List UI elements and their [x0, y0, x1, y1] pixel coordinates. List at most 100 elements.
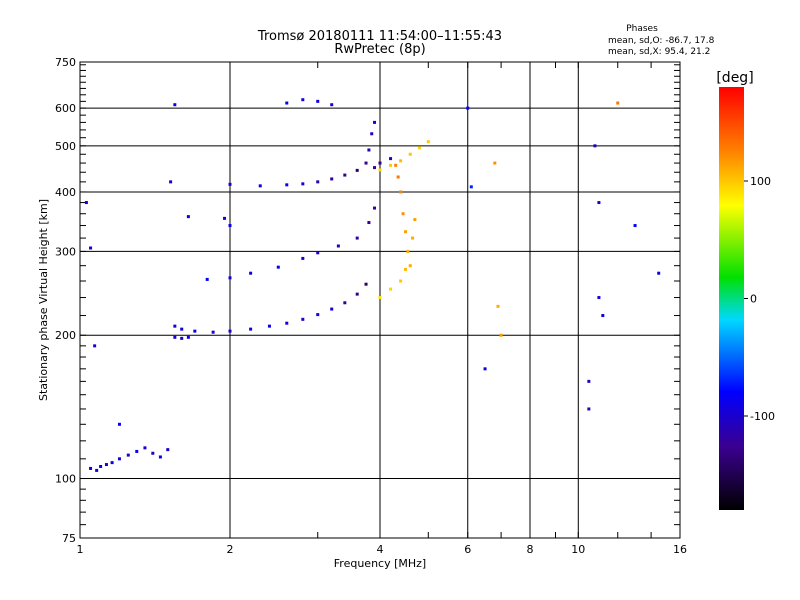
chart-title: Tromsø 20180111 11:54:00–11:55:43 — [257, 29, 502, 44]
data-point — [285, 183, 289, 187]
data-point — [466, 106, 470, 110]
data-point — [343, 173, 347, 177]
data-point — [593, 144, 597, 148]
data-point — [403, 267, 407, 271]
data-point — [399, 190, 403, 194]
x-tick-label: 8 — [527, 543, 534, 556]
data-point — [601, 314, 605, 318]
data-point — [169, 180, 173, 184]
data-point — [413, 218, 417, 222]
data-point — [267, 324, 271, 328]
data-point — [633, 224, 637, 228]
y-tick-label: 100 — [55, 473, 76, 486]
y-axis-label: Stationary phase Virtual Height [km] — [37, 199, 50, 401]
data-point — [389, 163, 393, 167]
data-point — [316, 251, 320, 255]
data-point — [135, 449, 139, 453]
data-point — [158, 455, 162, 459]
data-point — [355, 168, 359, 172]
data-point — [364, 282, 368, 286]
x-tick-labels: 1 2 4 6 8 10 16 — [77, 543, 688, 556]
data-point — [469, 185, 473, 189]
data-point — [364, 161, 368, 165]
x-tick-label: 4 — [377, 543, 384, 556]
data-point — [285, 321, 289, 325]
data-point — [394, 163, 398, 167]
x-tick-label: 1 — [77, 543, 84, 556]
x-tick-label: 6 — [464, 543, 471, 556]
data-point — [373, 120, 377, 124]
data-point — [587, 379, 591, 383]
data-point — [173, 335, 177, 339]
data-point — [496, 304, 500, 308]
data-point — [301, 317, 305, 321]
data-point — [411, 236, 415, 240]
data-point — [403, 230, 407, 234]
data-point — [426, 140, 430, 144]
x-tick-label: 10 — [571, 543, 585, 556]
data-point — [355, 292, 359, 296]
data-point — [249, 271, 253, 275]
data-point — [301, 182, 305, 186]
data-point — [355, 236, 359, 240]
data-point — [228, 224, 232, 228]
data-point — [126, 453, 130, 457]
data-point — [180, 336, 184, 340]
data-point — [84, 201, 88, 205]
data-point — [223, 216, 227, 220]
y-tick-label: 200 — [55, 329, 76, 342]
data-point — [597, 201, 601, 205]
stats-title: Phases — [626, 24, 658, 34]
data-point — [93, 344, 97, 348]
data-point — [367, 148, 371, 152]
data-point — [336, 244, 340, 248]
data-point — [597, 296, 601, 300]
data-point — [399, 279, 403, 283]
data-points — [84, 98, 661, 472]
data-point — [417, 146, 421, 150]
data-point — [373, 206, 377, 210]
data-point — [378, 168, 382, 172]
data-point — [378, 296, 382, 300]
colorbar-tick-label: 100 — [750, 175, 771, 188]
data-point — [330, 103, 334, 107]
y-tick-label: 75 — [62, 532, 76, 545]
y-tick-label: 300 — [55, 245, 76, 258]
data-point — [408, 152, 412, 156]
data-point — [483, 367, 487, 371]
data-point — [205, 277, 209, 281]
colorbar — [719, 87, 744, 510]
colorbar-tick-label: 0 — [750, 293, 757, 306]
grid-lines — [80, 62, 680, 538]
data-point — [316, 99, 320, 103]
data-point — [180, 327, 184, 331]
data-point — [99, 464, 103, 468]
y-tick-label: 600 — [55, 102, 76, 115]
data-point — [316, 313, 320, 317]
data-point — [330, 177, 334, 181]
data-point — [316, 180, 320, 184]
data-point — [228, 276, 232, 280]
data-point — [493, 161, 497, 165]
stats-line-x: mean, sd,X: 95.4, 21.2 — [608, 47, 710, 57]
data-point — [373, 166, 377, 170]
data-point — [95, 468, 99, 472]
data-point — [396, 175, 400, 179]
y-tick-label: 400 — [55, 186, 76, 199]
data-point — [370, 132, 374, 136]
data-point — [211, 330, 215, 334]
data-point — [657, 271, 661, 275]
data-point — [89, 466, 93, 470]
data-point — [499, 333, 503, 337]
data-point — [587, 407, 591, 411]
data-point — [173, 324, 177, 328]
data-point — [408, 264, 412, 268]
data-point — [389, 287, 393, 291]
data-point — [249, 327, 253, 331]
data-point — [166, 448, 170, 452]
data-point — [110, 461, 114, 465]
colorbar-tick-label: -100 — [750, 410, 775, 423]
data-point — [117, 422, 121, 426]
colorbar-ticks: 100 0 -100 — [744, 175, 775, 423]
